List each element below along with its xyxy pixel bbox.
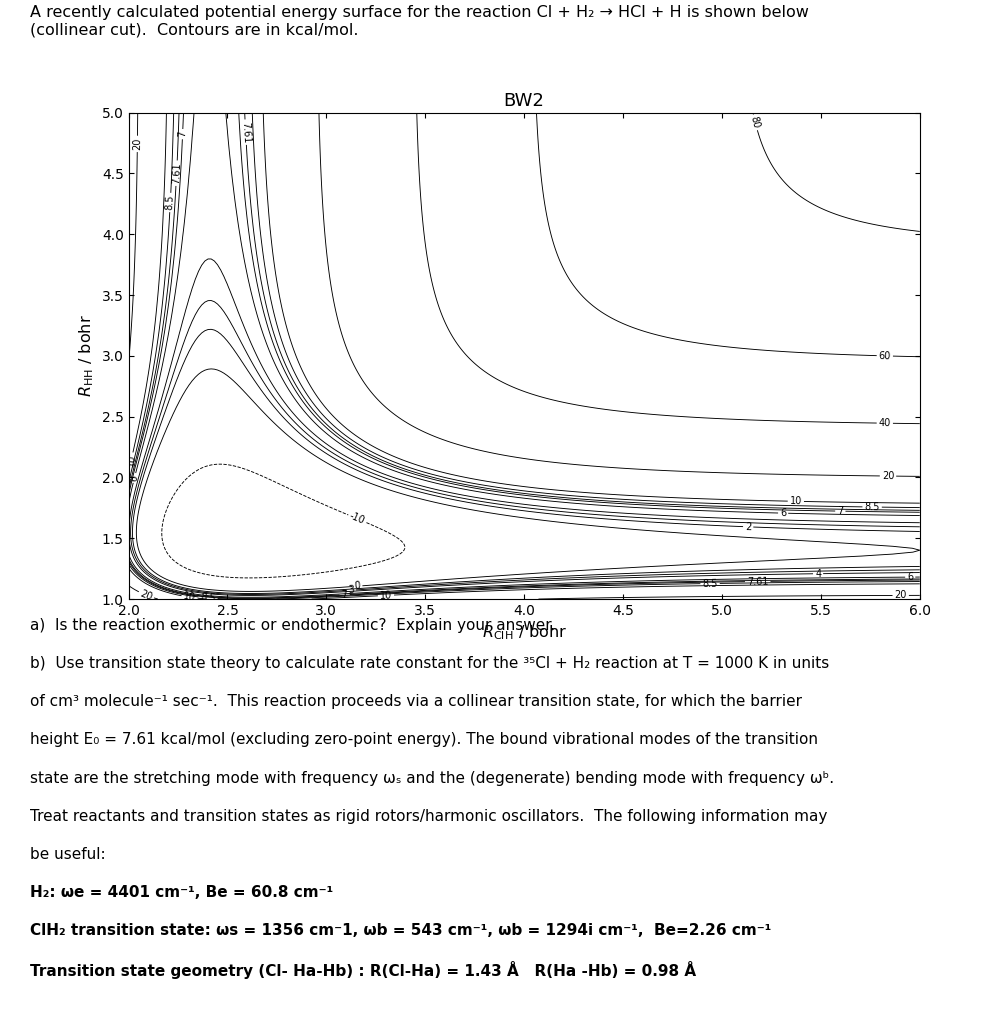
Text: A recently calculated potential energy surface for the reaction Cl + H₂ → HCl + : A recently calculated potential energy s…: [30, 5, 809, 38]
Text: 7: 7: [177, 131, 188, 137]
Text: 20: 20: [894, 591, 907, 600]
Text: 10: 10: [789, 497, 802, 507]
Y-axis label: $R_{\rm HH}$ / bohr: $R_{\rm HH}$ / bohr: [77, 314, 96, 397]
Text: 20: 20: [133, 137, 142, 151]
Text: 8.5: 8.5: [864, 502, 880, 512]
Text: 7: 7: [837, 506, 844, 516]
Text: 6: 6: [780, 508, 786, 518]
Text: state are the stretching mode with frequency ωₛ and the (degenerate) bending mod: state are the stretching mode with frequ…: [30, 770, 834, 785]
Title: BW2: BW2: [503, 92, 545, 110]
Text: 8.5: 8.5: [165, 195, 176, 211]
Text: -10: -10: [348, 511, 367, 526]
Text: Treat reactants and transition states as rigid rotors/harmonic oscillators.  The: Treat reactants and transition states as…: [30, 809, 827, 823]
Text: 40: 40: [878, 418, 891, 428]
Text: 7.61: 7.61: [171, 162, 182, 184]
Text: 10: 10: [183, 591, 197, 603]
X-axis label: $R_{\rm ClH}$ / bohr: $R_{\rm ClH}$ / bohr: [482, 624, 567, 642]
Text: 6: 6: [907, 572, 913, 582]
Text: height E₀ = 7.61 kcal/mol (excluding zero-point energy). The bound vibrational m: height E₀ = 7.61 kcal/mol (excluding zer…: [30, 732, 818, 748]
Text: ClH₂ transition state: ωs = 1356 cm⁻1, ωb = 543 cm⁻¹, ωb = 1294i cm⁻¹,  Be=2.26 : ClH₂ transition state: ωs = 1356 cm⁻1, ω…: [30, 923, 771, 938]
Text: 6: 6: [129, 474, 140, 482]
Text: a)  Is the reaction exothermic or endothermic?  Explain your answer.: a) Is the reaction exothermic or endothe…: [30, 618, 555, 634]
Text: 3: 3: [347, 585, 354, 595]
Text: 10: 10: [125, 454, 137, 467]
Text: 10: 10: [380, 590, 393, 601]
Text: 4: 4: [815, 568, 821, 579]
Text: be useful:: be useful:: [30, 847, 105, 861]
Text: 20: 20: [882, 471, 894, 481]
Text: 7.61: 7.61: [240, 121, 251, 143]
Text: b)  Use transition state theory to calculate rate constant for the ³⁵Cl + H₂ rea: b) Use transition state theory to calcul…: [30, 656, 829, 672]
Text: 7: 7: [341, 590, 348, 600]
Text: 0: 0: [354, 581, 361, 592]
Text: 60: 60: [878, 350, 891, 361]
Text: Transition state geometry (Cl- Ha-Hb) : R(Cl-Ha) = 1.43 Å   R(Ha -Hb) = 0.98 Å: Transition state geometry (Cl- Ha-Hb) : …: [30, 961, 696, 979]
Text: of cm³ molecule⁻¹ sec⁻¹.  This reaction proceeds via a collinear transition stat: of cm³ molecule⁻¹ sec⁻¹. This reaction p…: [30, 694, 802, 710]
Text: 2: 2: [745, 521, 752, 531]
Text: 7.61: 7.61: [747, 577, 768, 587]
Text: 20: 20: [138, 588, 154, 602]
Text: 8.5: 8.5: [702, 579, 718, 589]
Text: 80: 80: [749, 116, 762, 130]
Text: 8.5: 8.5: [200, 592, 216, 603]
Text: H₂: ωe = 4401 cm⁻¹, Be = 60.8 cm⁻¹: H₂: ωe = 4401 cm⁻¹, Be = 60.8 cm⁻¹: [30, 885, 333, 900]
